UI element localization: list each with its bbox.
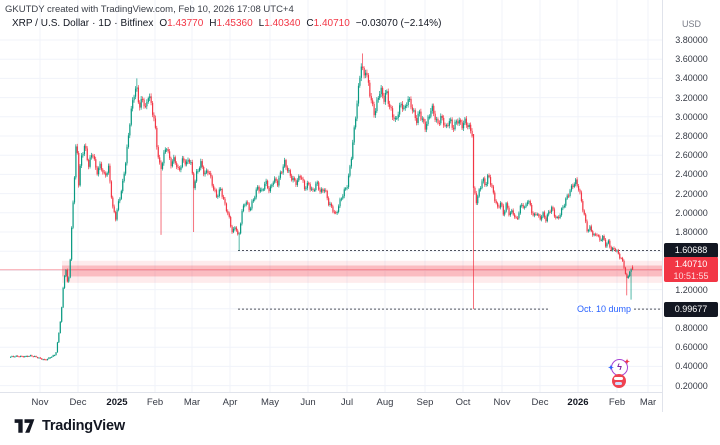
time-tick: Dec <box>69 397 87 408</box>
supply-zone-core[interactable] <box>62 265 662 277</box>
grid-lines <box>0 0 662 392</box>
price-tick: 2.40000 <box>675 169 708 180</box>
price-tick: 2.20000 <box>675 188 708 199</box>
tradingview-logo-icon <box>14 419 35 433</box>
boost-reaction-icon[interactable]: ϟ ✦ ✦ <box>608 359 630 376</box>
open-label: O <box>159 18 168 29</box>
high-value: 1.45360 <box>216 18 253 29</box>
separator: · <box>92 18 96 29</box>
low-label: L <box>258 18 265 29</box>
symbol-name: XRP / U.S. Dollar <box>12 18 90 29</box>
close-label: C <box>306 18 314 29</box>
time-tick: Jul <box>340 397 354 408</box>
symbol-ohlc-header[interactable]: XRP / U.S. Dollar · 1D · Bitfinex O1.43770 H1.… <box>12 18 441 29</box>
price-chip-dump-low: 0.99677 <box>664 301 718 317</box>
bar-countdown: 10:51:55 <box>673 271 709 282</box>
time-tick: Aug <box>376 397 394 408</box>
time-tick: Feb <box>146 397 164 408</box>
open-value: 1.43770 <box>167 18 204 29</box>
reaction-badges[interactable]: ϟ ✦ ✦ <box>608 358 633 392</box>
change-value: −0.03070 (−2.14%) <box>355 18 442 29</box>
time-tick: Dec <box>531 397 549 408</box>
time-tick: Sep <box>416 397 434 408</box>
candlestick-plot[interactable] <box>0 0 662 392</box>
exchange: Bitfinex <box>120 18 154 29</box>
price-tick: 3.60000 <box>675 54 708 65</box>
close-value: 1.40710 <box>313 18 350 29</box>
time-tick: Feb <box>608 397 626 408</box>
time-axis[interactable]: Nov Dec 2025 Feb Mar Apr May Jun Jul Aug Sep Oct Nov… <box>0 392 662 413</box>
price-chip-resistance: 1.60688 <box>664 243 718 259</box>
currency-label: USD <box>681 19 701 29</box>
sticker-reaction-icon[interactable] <box>612 374 626 388</box>
price-tick: 2.80000 <box>675 131 708 141</box>
price-tick: 0.40000 <box>675 361 708 372</box>
brand-wordmark: TradingView <box>42 418 125 434</box>
price-tick: 0.80000 <box>675 323 708 333</box>
price-tick: 0.60000 <box>675 342 708 353</box>
price-tick: 1.20000 <box>675 284 708 295</box>
price-tick: 1.80000 <box>675 227 708 237</box>
price-tick: 3.40000 <box>675 73 708 84</box>
tradingview-logo[interactable]: TradingView <box>14 417 125 435</box>
last-price-value: 1.40710 <box>674 259 708 270</box>
price-tick: 3.00000 <box>675 111 708 122</box>
time-tick: 2026 <box>567 397 589 408</box>
time-tick: Nov <box>31 397 49 408</box>
time-tick: Apr <box>222 397 238 408</box>
oct10-dump-annotation[interactable]: Oct. 10 dump <box>548 303 634 316</box>
interval: 1D <box>98 18 112 29</box>
price-tick: 2.00000 <box>675 207 708 218</box>
price-tick: 2.60000 <box>675 150 708 161</box>
time-tick: Mar <box>639 397 657 408</box>
price-axis[interactable]: USD 3.80000 3.60000 3.40000 3.20000 3.00000 2… <box>662 0 720 412</box>
price-tick: 3.80000 <box>675 35 708 45</box>
price-chip-last-price: 1.40710 10:51:55 <box>664 257 718 283</box>
price-tick: 3.20000 <box>675 92 708 103</box>
price-tick: 0.20000 <box>675 380 708 391</box>
time-tick: 2025 <box>106 397 128 408</box>
time-tick: May <box>261 397 279 408</box>
candles <box>10 53 634 361</box>
time-tick: Jun <box>300 397 316 408</box>
high-label: H <box>209 18 217 29</box>
attribution-text: GKUTDY created with TradingView.com, Feb… <box>5 4 294 15</box>
supply-zone-halo[interactable] <box>62 260 662 283</box>
time-tick: Nov <box>493 397 511 408</box>
low-value: 1.40340 <box>264 18 301 29</box>
separator: · <box>114 18 118 29</box>
time-tick: Oct <box>455 397 471 408</box>
time-tick: Mar <box>183 397 201 408</box>
